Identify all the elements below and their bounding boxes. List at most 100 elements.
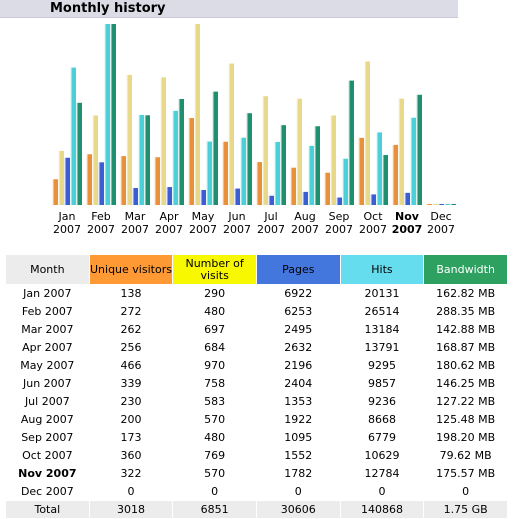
row: Jul 2007 230 583 1353 9236 127.22 MB [5,392,508,411]
cell: 570 [172,410,257,429]
year-label: 2007 [427,223,455,236]
bar [364,61,370,206]
total-row: Total 3018 6851 30606 140868 1.75 GB [5,500,508,519]
cell: 6779 [339,428,425,447]
column-header: Bandwidth [423,254,508,285]
cell: 79.62 MB [423,446,508,465]
year-label: 2007 [155,223,183,236]
bar [188,118,194,205]
bar [262,96,268,205]
row: Mar 2007 262 697 2495 13184 142.88 MB [5,320,508,339]
bar [234,188,240,205]
year-label: 2007 [87,223,115,236]
cell: 168.87 MB [423,338,508,357]
bar [64,157,70,205]
row: May 2007 466 970 2196 9295 180.62 MB [5,356,508,375]
cell: May 2007 [5,356,90,375]
month-label: Sep [329,210,350,223]
total-cell: 6851 [172,500,257,519]
bar [302,191,308,205]
row: Jun 2007 339 758 2404 9857 146.25 MB [5,374,508,393]
bar [274,141,280,205]
cell: 466 [88,356,174,375]
bar [144,115,150,205]
bar [444,204,450,205]
year-label: 2007 [53,223,81,236]
cell: 9236 [339,392,425,411]
cell: 200 [88,410,174,429]
bar [110,24,116,205]
cell: 262 [88,320,174,339]
bar [86,154,92,205]
cell: Aug 2007 [5,410,90,429]
total-cell: 140868 [339,500,425,519]
bar [256,162,262,205]
year-label: 2007 [392,223,423,236]
bar [200,190,206,205]
cell: 288.35 MB [423,302,508,321]
bar [336,197,342,205]
bar [138,114,144,205]
total-cell: 1.75 GB [423,500,508,519]
bar [268,195,274,205]
cell: 9857 [339,374,425,393]
bar [308,145,314,205]
cell: 13791 [339,338,425,357]
bar [194,24,200,205]
cell: 769 [172,446,257,465]
month-label: Apr [159,210,179,223]
bar [280,125,286,205]
month-label: Oct [363,210,383,223]
bar [370,194,376,205]
cell: 570 [172,464,257,483]
cell: 138 [88,284,174,303]
bar [154,157,160,205]
year-label: 2007 [359,223,387,236]
bar [398,98,404,205]
bar [342,158,348,205]
cell: 2404 [255,374,341,393]
bar [330,115,336,205]
cell: 8668 [339,410,425,429]
bar [240,137,246,205]
bar [404,192,410,205]
bar [392,144,398,205]
cell: Jun 2007 [5,374,90,393]
month-label: Nov [395,210,420,223]
row: Nov 2007 322 570 1782 12784 175.57 MB [5,464,508,483]
cell: 180.62 MB [423,356,508,375]
cell: 1922 [255,410,341,429]
month-label: Feb [91,210,110,223]
bar [382,155,388,205]
bar [314,126,320,205]
row: Sep 2007 173 480 1095 6779 198.20 MB [5,428,508,447]
year-label: 2007 [121,223,149,236]
total-cell: 30606 [255,500,341,519]
year-label: 2007 [325,223,353,236]
month-label: May [192,210,215,223]
bar [450,204,456,205]
bar [410,117,416,205]
month-label: Jun [227,210,245,223]
cell: 290 [172,284,257,303]
cell: 360 [88,446,174,465]
column-header: Hits [339,254,425,285]
bar [376,132,382,205]
bar [324,172,330,205]
year-label: 2007 [223,223,251,236]
cell: Mar 2007 [5,320,90,339]
cell: 272 [88,302,174,321]
cell: 6253 [255,302,341,321]
month-label: Dec [430,210,451,223]
cell: 26514 [339,302,425,321]
cell: 2196 [255,356,341,375]
bar [52,179,58,205]
cell: 2632 [255,338,341,357]
cell: 684 [172,338,257,357]
cell: 339 [88,374,174,393]
total-cell: 3018 [88,500,174,519]
cell: 758 [172,374,257,393]
row: Aug 2007 200 570 1922 8668 125.48 MB [5,410,508,429]
year-label: 2007 [189,223,217,236]
